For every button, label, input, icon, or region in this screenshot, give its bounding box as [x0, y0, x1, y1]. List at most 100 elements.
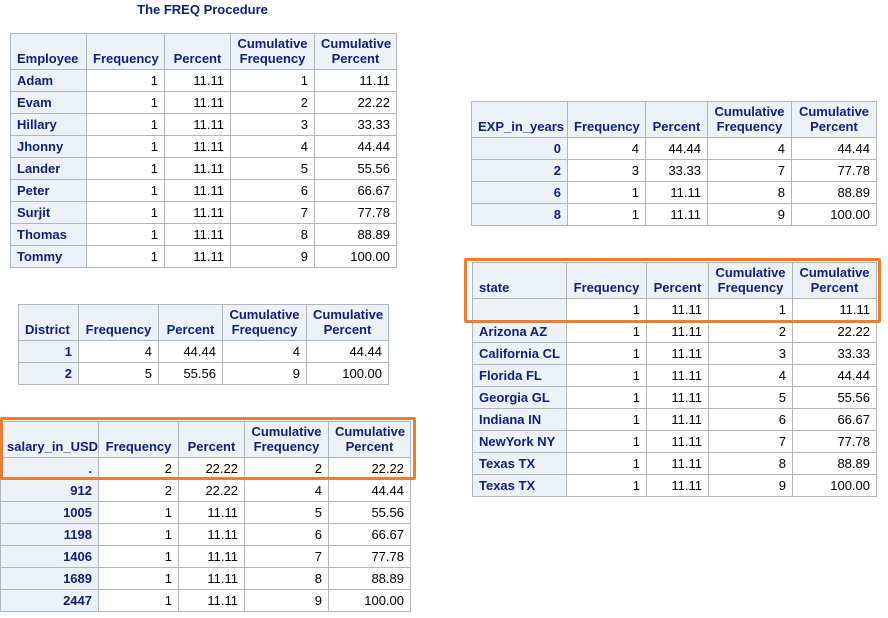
- value-cell: 2: [98, 479, 179, 502]
- header-cumulative-percent: Cumulative Percent: [328, 421, 411, 458]
- value-cell: 3: [708, 342, 793, 365]
- table-row: 1005 1 11.11 5 55.56: [0, 501, 411, 524]
- row-key-cell: 8: [471, 203, 568, 226]
- row-key-cell: Surjit: [10, 201, 87, 224]
- value-cell: 44.44: [791, 137, 877, 160]
- value-cell: 1: [86, 91, 165, 114]
- header-district: District: [18, 304, 79, 341]
- row-key-cell: California CL: [472, 342, 567, 365]
- header-percent: Percent: [164, 33, 231, 70]
- header-cumulative-percent: Cumulative Percent: [306, 304, 389, 341]
- header-cumulative-frequency: Cumulative Frequency: [244, 421, 329, 458]
- row-key-cell: Georgia GL: [472, 386, 567, 409]
- value-cell: 66.67: [328, 523, 411, 546]
- row-key-cell: 2447: [0, 589, 99, 612]
- value-cell: 22.22: [178, 479, 245, 502]
- value-cell: 22.22: [178, 457, 245, 480]
- value-cell: 77.78: [328, 545, 411, 568]
- table-row: Evam 1 11.11 2 22.22: [10, 91, 397, 114]
- value-cell: 9: [707, 203, 792, 226]
- value-cell: 11.11: [646, 364, 709, 387]
- value-cell: 44.44: [645, 137, 708, 160]
- value-cell: 1: [567, 181, 646, 204]
- value-cell: 11.11: [645, 203, 708, 226]
- value-cell: 11.11: [646, 342, 709, 365]
- value-cell: 44.44: [792, 364, 877, 387]
- row-key-cell: Lander: [10, 157, 87, 180]
- value-cell: 1: [98, 501, 179, 524]
- value-cell: 1: [566, 320, 647, 343]
- value-cell: 55.56: [158, 362, 223, 385]
- value-cell: 1: [566, 408, 647, 431]
- value-cell: 4: [78, 340, 159, 363]
- value-cell: 2: [230, 91, 315, 114]
- row-key-cell: 912: [0, 479, 99, 502]
- value-cell: 1: [566, 430, 647, 453]
- table-row: Surjit 1 11.11 7 77.78: [10, 201, 397, 224]
- value-cell: 4: [567, 137, 646, 160]
- value-cell: 11.11: [164, 135, 231, 158]
- value-cell: 11.11: [646, 430, 709, 453]
- row-key-cell: [472, 298, 567, 321]
- value-cell: 100.00: [328, 589, 411, 612]
- header-frequency: Frequency: [78, 304, 159, 341]
- value-cell: 44.44: [306, 340, 389, 363]
- value-cell: 4: [230, 135, 315, 158]
- value-cell: 1: [86, 69, 165, 92]
- value-cell: 11.11: [646, 474, 709, 497]
- table-row: Arizona AZ 1 11.11 2 22.22: [472, 320, 877, 343]
- table-row: Lander 1 11.11 5 55.56: [10, 157, 397, 180]
- value-cell: 11.11: [178, 567, 245, 590]
- value-cell: 88.89: [792, 452, 877, 475]
- header-cumulative-frequency: Cumulative Frequency: [230, 33, 315, 70]
- value-cell: 2: [708, 320, 793, 343]
- page-title: The FREQ Procedure: [137, 2, 268, 17]
- value-cell: 11.11: [646, 386, 709, 409]
- value-cell: 1: [86, 157, 165, 180]
- table-row: 1406 1 11.11 7 77.78: [0, 545, 411, 568]
- value-cell: 100.00: [306, 362, 389, 385]
- header-percent: Percent: [646, 262, 709, 299]
- value-cell: 11.11: [178, 545, 245, 568]
- value-cell: 4: [244, 479, 329, 502]
- row-key-cell: Hillary: [10, 113, 87, 136]
- value-cell: 100.00: [792, 474, 877, 497]
- row-key-cell: Texas TX: [472, 452, 567, 475]
- value-cell: 5: [78, 362, 159, 385]
- value-cell: 1: [86, 113, 165, 136]
- row-key-cell: 1689: [0, 567, 99, 590]
- value-cell: 5: [230, 157, 315, 180]
- value-cell: 9: [708, 474, 793, 497]
- salary-freq-table: salary_in_USD Frequency Percent Cumulati…: [0, 421, 411, 612]
- value-cell: 1: [98, 523, 179, 546]
- value-cell: 7: [707, 159, 792, 182]
- value-cell: 11.11: [164, 69, 231, 92]
- value-cell: 11.11: [178, 501, 245, 524]
- table-row: 912 2 22.22 4 44.44: [0, 479, 411, 502]
- row-key-cell: Thomas: [10, 223, 87, 246]
- value-cell: 2: [244, 457, 329, 480]
- table-row: 1 11.11 1 11.11: [472, 298, 877, 321]
- row-key-cell: Evam: [10, 91, 87, 114]
- value-cell: 1: [566, 452, 647, 475]
- value-cell: 1: [708, 298, 793, 321]
- table-row: 2 5 55.56 9 100.00: [18, 362, 389, 385]
- header-state: state: [472, 262, 567, 299]
- value-cell: 77.78: [791, 159, 877, 182]
- value-cell: 77.78: [792, 430, 877, 453]
- value-cell: 100.00: [314, 245, 397, 268]
- value-cell: 11.11: [164, 113, 231, 136]
- value-cell: 6: [708, 408, 793, 431]
- value-cell: 3: [567, 159, 646, 182]
- value-cell: 1: [566, 364, 647, 387]
- exp-freq-table: EXP_in_years Frequency Percent Cumulativ…: [471, 101, 877, 226]
- table-row: 6 1 11.11 8 88.89: [471, 181, 877, 204]
- value-cell: 1: [230, 69, 315, 92]
- table-row: Texas TX 1 11.11 9 100.00: [472, 474, 877, 497]
- table-row: Jhonny 1 11.11 4 44.44: [10, 135, 397, 158]
- value-cell: 1: [98, 545, 179, 568]
- value-cell: 7: [244, 545, 329, 568]
- header-salary: salary_in_USD: [0, 421, 99, 458]
- value-cell: 55.56: [328, 501, 411, 524]
- value-cell: 22.22: [792, 320, 877, 343]
